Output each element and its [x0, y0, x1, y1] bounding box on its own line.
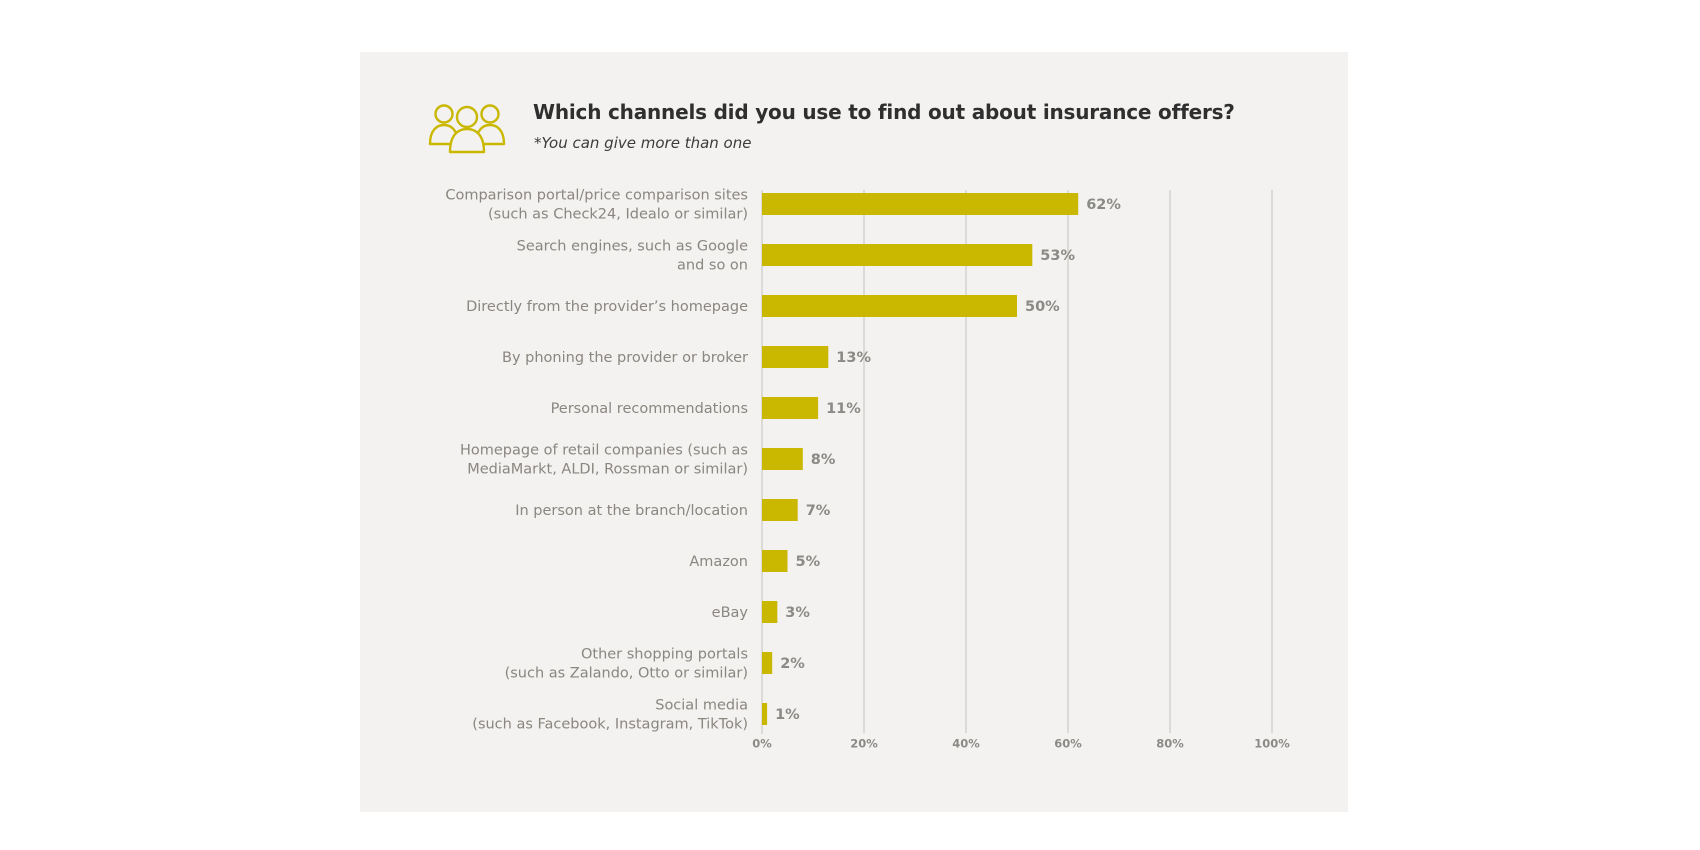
category-label: By phoning the provider or broker	[502, 350, 748, 366]
category-labels: Comparison portal/price comparison sites…	[445, 188, 748, 733]
value-label: 2%	[780, 656, 805, 672]
category-label: Personal recommendations	[551, 401, 748, 417]
category-label: Other shopping portals	[581, 647, 748, 663]
x-tick-label: 0%	[752, 737, 772, 751]
chart-subtitle: *You can give more than one	[534, 134, 752, 152]
category-label: (such as Facebook, Instagram, TikTok)	[472, 717, 748, 733]
category-label: Social media	[655, 698, 748, 714]
chart-title: Which channels did you use to find out a…	[533, 100, 1235, 124]
value-label: 5%	[796, 554, 821, 570]
bar	[762, 550, 788, 572]
chart-panel	[360, 52, 1348, 812]
value-label: 62%	[1086, 197, 1121, 213]
value-label: 50%	[1025, 299, 1060, 315]
bar	[762, 703, 768, 725]
value-labels: 62% 53% 50% 13% 11% 8% 7% 5% 3% 2% 1%	[775, 197, 1121, 723]
bar	[762, 295, 1017, 317]
category-label: Search engines, such as Google	[517, 239, 748, 255]
category-label: Comparison portal/price comparison sites	[445, 188, 748, 204]
x-tick-label: 80%	[1156, 737, 1184, 751]
bar	[762, 601, 778, 623]
bar	[762, 244, 1033, 266]
category-label: Amazon	[689, 554, 748, 570]
x-tick-label: 60%	[1054, 737, 1082, 751]
category-label: Directly from the provider’s homepage	[466, 299, 748, 315]
value-label: 3%	[785, 605, 810, 621]
bar	[762, 652, 773, 674]
category-label: Homepage of retail companies (such as	[460, 443, 748, 459]
bar	[762, 448, 803, 470]
value-label: 13%	[836, 350, 871, 366]
category-label: and so on	[677, 258, 748, 274]
x-axis-ticks: 0% 20% 40% 60% 80% 100%	[752, 737, 1290, 751]
value-label: 7%	[806, 503, 831, 519]
value-label: 8%	[811, 452, 836, 468]
bar	[762, 397, 819, 419]
category-label: eBay	[712, 605, 749, 621]
people-group-icon	[428, 104, 506, 154]
x-tick-label: 20%	[850, 737, 878, 751]
bars	[762, 193, 1079, 725]
bar	[762, 346, 829, 368]
category-label: MediaMarkt, ALDI, Rossman or similar)	[467, 462, 748, 478]
value-label: 53%	[1040, 248, 1075, 264]
gridlines	[761, 190, 1273, 734]
x-tick-label: 40%	[952, 737, 980, 751]
x-tick-label: 100%	[1254, 737, 1290, 751]
value-label: 1%	[775, 707, 800, 723]
value-label: 11%	[826, 401, 861, 417]
category-label: (such as Zalando, Otto or similar)	[505, 666, 748, 682]
category-label: (such as Check24, Idealo or similar)	[488, 207, 748, 223]
bar	[762, 193, 1079, 215]
category-label: In person at the branch/location	[515, 503, 748, 519]
bar	[762, 499, 798, 521]
